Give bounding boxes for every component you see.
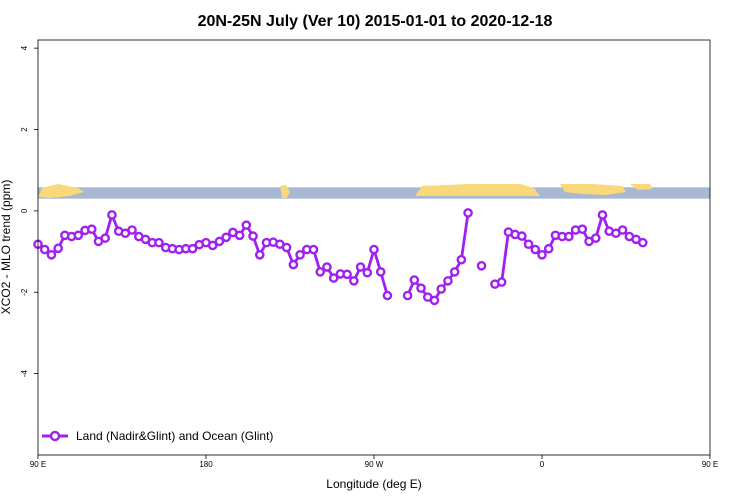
data-point — [39, 244, 50, 255]
data-point — [100, 233, 110, 243]
data-point — [523, 239, 534, 250]
data-point — [342, 269, 352, 280]
data-point — [187, 243, 198, 254]
data-point — [362, 267, 373, 278]
legend: Land (Nadir&Glint) and Ocean (Glint) — [42, 429, 273, 443]
land-shape — [560, 184, 626, 195]
ocean-band — [38, 187, 710, 199]
data-point — [288, 259, 299, 270]
x-tick-label: 90 E — [702, 460, 718, 469]
y-tick-label: 0 — [20, 208, 29, 213]
x-tick-label: 0 — [540, 460, 545, 469]
data-point — [248, 231, 258, 241]
series-line — [494, 213, 644, 286]
chart-title: 20N-25N July (Ver 10) 2015-01-01 to 2020… — [198, 13, 553, 30]
data-point — [73, 230, 84, 241]
world-map-strip — [38, 184, 710, 199]
data-point — [322, 262, 332, 272]
data-point — [154, 237, 164, 248]
data-point — [295, 250, 305, 260]
x-axis-label: Longitude (deg E) — [326, 477, 421, 491]
data-point — [214, 236, 225, 247]
data-point — [476, 261, 487, 271]
data-point — [537, 250, 547, 260]
data-point — [86, 224, 97, 234]
y-tick-label: 2 — [20, 127, 29, 132]
y-tick-label: 4 — [20, 45, 29, 50]
data-point — [254, 250, 265, 260]
legend-entry-label: Land (Nadir&Glint) and Ocean (Glint) — [76, 429, 273, 443]
data-point — [241, 220, 252, 230]
data-point — [416, 283, 426, 293]
data-point — [349, 276, 359, 286]
data-point — [46, 250, 57, 260]
data-point — [281, 242, 292, 253]
data-point — [449, 267, 460, 277]
legend-marker-swatch — [49, 430, 61, 442]
land-shape — [280, 185, 290, 198]
data-point — [207, 240, 218, 251]
data-point — [638, 237, 648, 248]
series-line — [406, 212, 470, 302]
data-point — [456, 254, 467, 265]
data-point — [429, 295, 440, 306]
data-point — [409, 275, 420, 285]
y-axis-label: XCO2 - MLO trend (ppm) — [0, 180, 13, 315]
x-tick-label: 180 — [199, 460, 213, 469]
data-point — [382, 290, 393, 301]
data-point — [107, 210, 117, 220]
data-point — [463, 208, 473, 218]
data-point — [590, 233, 601, 243]
plot-frame — [37, 39, 711, 456]
y-tick-label: -4 — [20, 370, 29, 378]
data-point — [369, 244, 379, 255]
data-point — [402, 290, 413, 301]
x-tick-label: 90 E — [30, 460, 46, 469]
data-point — [375, 267, 386, 277]
x-axis: 90 E 180 90 W 0 90 E — [30, 455, 718, 469]
series-layer — [33, 208, 648, 306]
land-shape — [630, 184, 652, 190]
data-point — [530, 244, 541, 255]
data-point — [234, 230, 245, 241]
data-point — [308, 244, 319, 255]
data-point — [617, 225, 628, 235]
data-point — [543, 243, 554, 254]
data-point — [496, 277, 507, 287]
data-point — [564, 231, 574, 242]
data-point — [597, 210, 608, 220]
data-point — [221, 232, 231, 243]
data-point — [315, 267, 326, 277]
data-point — [328, 273, 339, 283]
y-tick-label: -2 — [20, 288, 29, 296]
data-point — [436, 284, 447, 294]
data-point — [577, 224, 588, 234]
data-point — [355, 262, 366, 272]
x-tick-label: 90 W — [365, 460, 384, 469]
y-axis: 4 2 0 -2 -4 — [20, 45, 38, 377]
land-shape — [415, 184, 540, 196]
data-point — [127, 225, 137, 235]
land-shape — [38, 184, 84, 198]
data-point — [443, 276, 453, 286]
data-point — [53, 243, 63, 254]
data-point — [517, 231, 527, 241]
